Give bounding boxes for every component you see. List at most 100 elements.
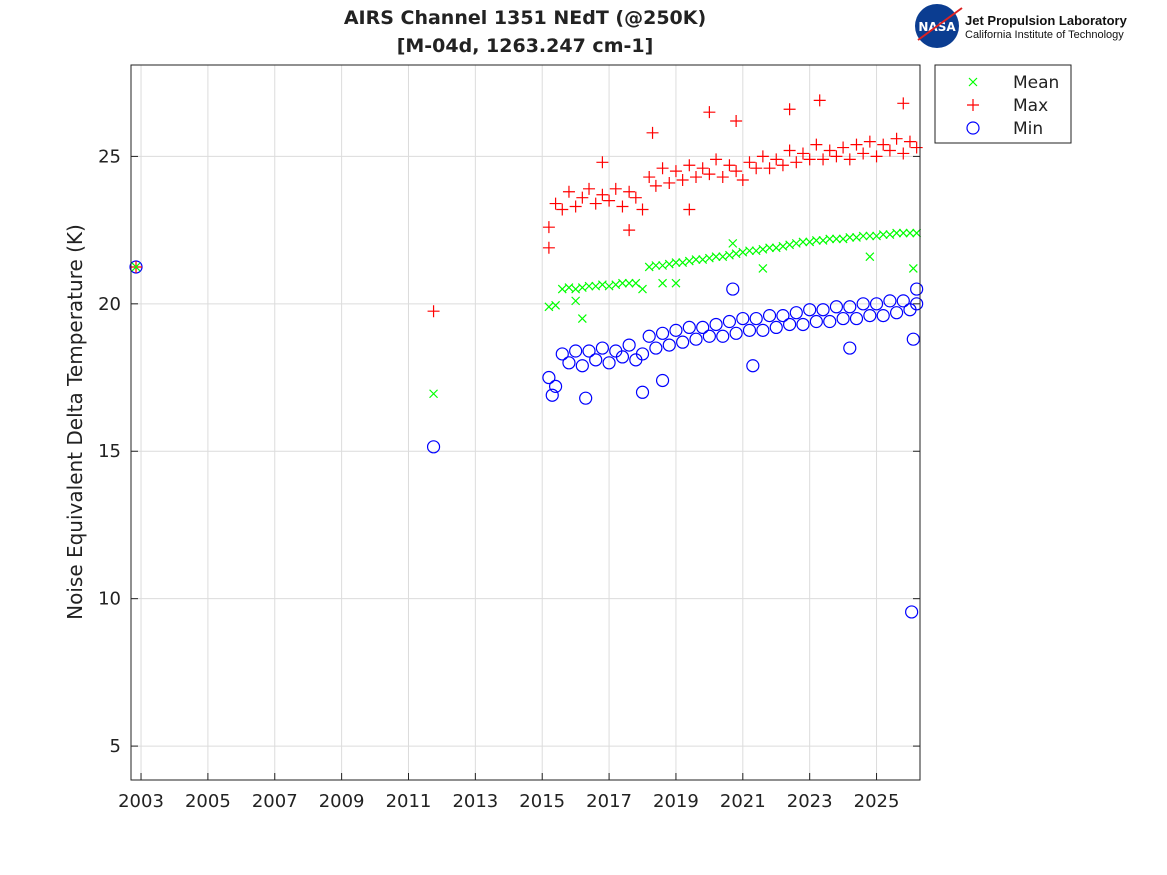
marker-x xyxy=(908,264,918,273)
marker-x xyxy=(638,284,647,294)
marker-x xyxy=(831,234,841,244)
marker-circle xyxy=(816,303,830,317)
min-point xyxy=(796,317,810,332)
marker-circle xyxy=(910,297,924,311)
max-point xyxy=(556,203,569,216)
mean-point xyxy=(564,283,574,293)
min-point xyxy=(756,323,770,337)
max-point xyxy=(863,135,876,148)
x-tick-label: 2015 xyxy=(519,791,565,812)
marker-plus xyxy=(569,200,582,213)
max-point xyxy=(883,144,896,157)
marker-x xyxy=(718,252,728,262)
max-point xyxy=(427,305,440,318)
marker-x xyxy=(968,77,978,87)
marker-plus xyxy=(897,97,910,110)
max-point xyxy=(877,138,890,151)
max-point xyxy=(656,162,669,175)
max-point xyxy=(676,173,689,186)
marker-plus xyxy=(623,224,636,237)
marker-x xyxy=(551,300,561,310)
marker-x xyxy=(604,281,614,291)
mean-point xyxy=(912,228,922,238)
marker-x xyxy=(892,228,902,238)
marker-circle xyxy=(863,309,877,323)
marker-plus xyxy=(683,159,696,172)
marker-x xyxy=(618,278,627,288)
mean-point xyxy=(684,256,694,266)
marker-circle xyxy=(776,309,790,323)
max-point xyxy=(830,150,843,163)
marker-x xyxy=(671,278,681,288)
mean-point xyxy=(664,259,674,269)
mean-point xyxy=(908,264,918,273)
marker-plus xyxy=(857,147,870,160)
marker-circle xyxy=(548,379,563,393)
marker-x xyxy=(429,389,438,399)
mean-point xyxy=(791,238,801,248)
marker-x xyxy=(805,237,815,247)
marker-plus xyxy=(796,147,809,160)
marker-circle xyxy=(803,303,817,317)
marker-plus xyxy=(623,185,636,198)
marker-circle xyxy=(889,306,904,320)
min-point xyxy=(883,294,897,308)
mean-point xyxy=(544,302,554,312)
marker-plus xyxy=(716,171,729,184)
marker-circle xyxy=(569,344,583,358)
marker-plus xyxy=(616,200,629,213)
max-point xyxy=(669,165,682,178)
max-point xyxy=(683,159,696,172)
marker-x xyxy=(571,284,581,294)
marker-circle xyxy=(426,440,441,454)
y-tick-label: 10 xyxy=(98,589,121,610)
mean-point xyxy=(878,230,888,239)
marker-x xyxy=(584,281,594,291)
x-tick-label: 2023 xyxy=(787,791,833,812)
mean-point xyxy=(604,281,614,291)
marker-circle xyxy=(843,341,857,355)
marker-plus xyxy=(609,182,622,195)
legend-marker-max xyxy=(967,99,979,111)
mean-point xyxy=(557,284,567,294)
marker-plus xyxy=(803,153,816,166)
jpl-logo: NASA Jet Propulsion Laboratory Californi… xyxy=(915,4,1128,48)
min-point xyxy=(849,311,864,326)
min-point xyxy=(682,320,696,335)
mean-point xyxy=(898,228,908,238)
marker-circle xyxy=(876,309,890,323)
marker-circle xyxy=(849,311,864,326)
max-point xyxy=(629,191,642,204)
x-tick-label: 2011 xyxy=(386,791,432,812)
mean-point xyxy=(725,250,734,260)
marker-x xyxy=(765,243,774,253)
mean-point xyxy=(584,281,594,291)
mean-point xyxy=(805,237,815,247)
marker-circle xyxy=(669,323,683,337)
marker-plus xyxy=(883,144,896,157)
marker-circle xyxy=(843,300,857,314)
mean-point xyxy=(131,262,141,272)
marker-x xyxy=(611,280,621,290)
marker-circle xyxy=(662,338,676,352)
marker-circle xyxy=(545,388,559,402)
min-point xyxy=(655,373,670,388)
marker-circle xyxy=(589,353,603,367)
marker-plus xyxy=(756,150,769,163)
marker-plus xyxy=(663,176,676,189)
marker-x xyxy=(885,230,895,239)
min-point xyxy=(426,440,441,454)
legend: Mean Max Min xyxy=(934,64,1072,144)
marker-circle xyxy=(702,329,716,343)
max-point xyxy=(710,153,723,166)
x-tick-label: 2025 xyxy=(854,791,900,812)
min-point xyxy=(615,350,630,364)
mean-point xyxy=(658,261,667,270)
marker-x xyxy=(865,231,875,241)
max-point xyxy=(796,147,809,160)
marker-x xyxy=(544,302,554,312)
max-point xyxy=(596,156,609,169)
marker-x xyxy=(778,241,788,251)
marker-x xyxy=(131,262,141,272)
marker-plus xyxy=(750,162,763,175)
